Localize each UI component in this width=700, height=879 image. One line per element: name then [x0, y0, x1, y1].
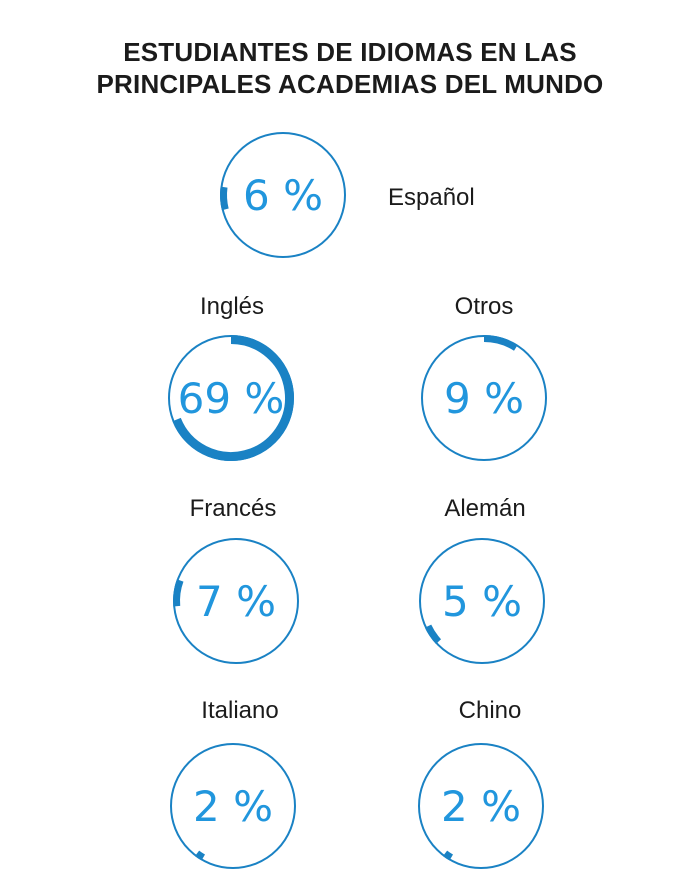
donut-arc-espanol: [220, 186, 229, 211]
donut-italiano: 2 % Italiano: [170, 697, 296, 869]
donut-arc-italiano: [194, 850, 206, 861]
donut-aleman: 5 % Alemán: [419, 495, 545, 664]
donut-ingles: 69 % Inglés: [168, 293, 294, 461]
category-label-chino: Chino: [459, 697, 522, 724]
category-label-italiano: Italiano: [201, 697, 278, 724]
donut-espanol: 6 % Español: [220, 132, 475, 258]
donut-arc-ingles: [172, 335, 294, 461]
percent-label-frances: 7 %: [196, 577, 276, 626]
category-label-otros: Otros: [455, 293, 514, 320]
donut-ring-chino: [418, 743, 544, 869]
donut-ring-italiano: [170, 743, 296, 869]
chart-title-line-1: ESTUDIANTES DE IDIOMAS EN LAS: [123, 37, 577, 67]
donut-frances: 7 % Francés: [173, 495, 299, 664]
percent-label-italiano: 2 %: [193, 782, 273, 831]
chart-title-line-2: PRINCIPALES ACADEMIAS DEL MUNDO: [96, 69, 604, 99]
donut-ring-aleman: [419, 538, 545, 664]
percent-label-espanol: 6 %: [243, 171, 323, 220]
donut-arc-frances: [173, 579, 184, 607]
donut-arc-chino: [442, 850, 454, 861]
category-label-aleman: Alemán: [444, 495, 525, 522]
category-label-espanol: Español: [388, 184, 475, 211]
donut-arc-otros: [483, 335, 518, 351]
donut-otros: 9 % Otros: [421, 293, 547, 461]
percent-label-aleman: 5 %: [442, 577, 522, 626]
donut-arc-aleman: [424, 624, 442, 644]
category-label-ingles: Inglés: [200, 293, 264, 320]
percent-label-chino: 2 %: [441, 782, 521, 831]
chart-title: ESTUDIANTES DE IDIOMAS EN LAS PRINCIPALE…: [0, 36, 700, 100]
category-label-frances: Francés: [190, 495, 277, 522]
percent-label-ingles: 69 %: [178, 374, 285, 423]
percent-label-otros: 9 %: [444, 374, 524, 423]
donut-chino: 2 % Chino: [418, 697, 544, 869]
